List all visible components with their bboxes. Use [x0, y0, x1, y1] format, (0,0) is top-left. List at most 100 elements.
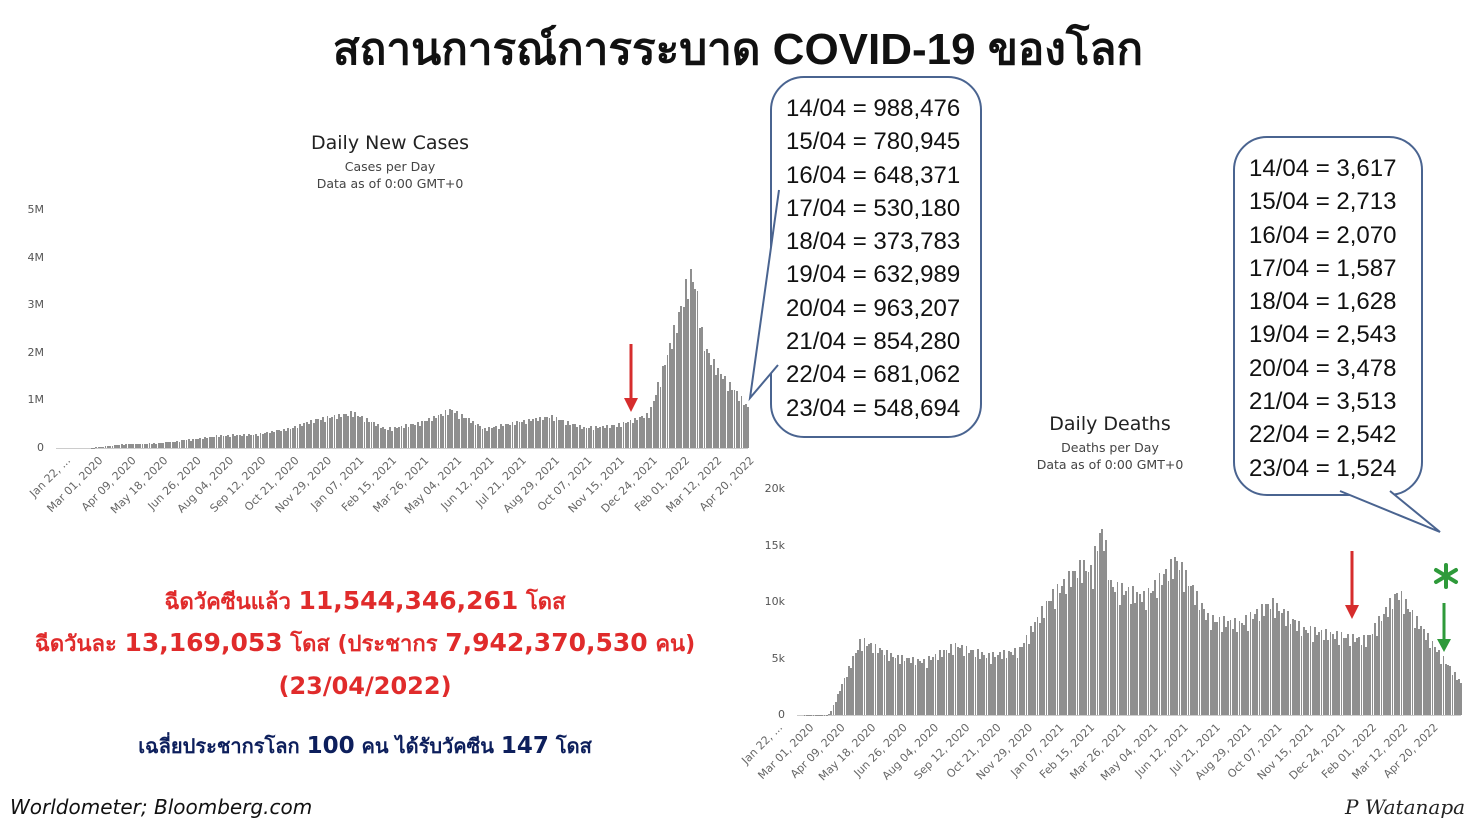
- bar: [890, 652, 893, 715]
- bar: [691, 282, 694, 448]
- bar: [1287, 611, 1290, 715]
- bar: [1380, 621, 1383, 715]
- bar: [1012, 655, 1015, 715]
- vaccine-daily-label: ฉีดวันละ: [34, 632, 125, 657]
- bar: [1305, 630, 1307, 715]
- bar: [1327, 639, 1330, 715]
- bar: [1056, 584, 1059, 715]
- bar: [352, 416, 354, 448]
- bar: [703, 351, 706, 448]
- bar: [1396, 592, 1398, 715]
- bar: [1038, 622, 1041, 715]
- bar: [1418, 629, 1421, 715]
- bar: [936, 660, 939, 715]
- bar: [407, 426, 410, 448]
- bar: [1047, 601, 1050, 715]
- bar: [650, 407, 653, 448]
- bar: [1067, 571, 1070, 715]
- bar: [284, 431, 287, 448]
- bar: [932, 657, 935, 715]
- bar: [990, 663, 992, 715]
- bar: [1280, 612, 1283, 715]
- bar: [157, 443, 160, 448]
- bar: [1431, 641, 1434, 715]
- bar: [848, 666, 850, 715]
- bar: [583, 427, 586, 448]
- bar: [439, 413, 442, 448]
- doses-unit: โดส: [548, 734, 592, 758]
- bar: [1180, 561, 1183, 715]
- bar: [987, 653, 990, 715]
- bar: [645, 413, 648, 448]
- bar: [301, 425, 304, 448]
- bar: [1371, 633, 1374, 715]
- bar: [870, 642, 873, 715]
- bar: [1458, 679, 1461, 715]
- bar: [892, 657, 895, 715]
- bar: [1196, 591, 1199, 715]
- bar: [673, 324, 676, 448]
- bar: [1376, 636, 1378, 715]
- bar: [113, 445, 116, 448]
- bar: [1003, 649, 1006, 715]
- bar: [317, 419, 320, 448]
- bar: [657, 382, 660, 448]
- bar: [705, 349, 708, 448]
- bar: [222, 435, 225, 448]
- bar: [541, 420, 544, 448]
- callout-row: 14/04 = 3,617: [1249, 155, 1397, 182]
- callout-row: 21/04 = 3,513: [1249, 388, 1397, 416]
- bar: [1351, 633, 1354, 715]
- bar: [1169, 559, 1172, 715]
- bar: [624, 422, 627, 448]
- bar: [488, 427, 491, 448]
- bar: [523, 419, 526, 448]
- bar: [310, 420, 313, 448]
- bar: [1005, 657, 1008, 715]
- bar: [1103, 551, 1106, 715]
- bar: [852, 656, 855, 715]
- bar: [1409, 612, 1412, 715]
- bar: [719, 373, 722, 448]
- bar: [215, 435, 218, 448]
- callout-row: 18/04 = 1,628: [1249, 288, 1397, 316]
- bar: [717, 367, 720, 448]
- bar: [963, 655, 966, 715]
- bar: [896, 654, 899, 715]
- bar: [1333, 638, 1336, 715]
- bar: [1242, 624, 1245, 715]
- bar: [1112, 586, 1114, 715]
- bar: [291, 427, 294, 448]
- bar: [1081, 582, 1083, 715]
- deaths-callout-bubble: 14/04 = 3,617 15/04 = 2,713 16/04 = 2,070 1…: [1233, 136, 1423, 496]
- bar: [1063, 579, 1066, 715]
- bar: [294, 425, 297, 448]
- bar: [1085, 570, 1088, 715]
- bar: [1187, 586, 1190, 715]
- bar: [592, 429, 595, 448]
- cases-chart-subtitle: Cases per Day: [344, 159, 436, 174]
- bar: [169, 441, 172, 448]
- bar: [463, 417, 465, 448]
- bar: [141, 443, 144, 448]
- bar: [1010, 651, 1012, 715]
- bar: [266, 431, 269, 448]
- bar: [1427, 633, 1429, 715]
- bar: [631, 423, 634, 448]
- bar: [1072, 571, 1074, 715]
- bar: [1145, 609, 1148, 715]
- bar: [617, 423, 620, 448]
- bar: [155, 443, 158, 448]
- bar: [315, 419, 317, 448]
- bar: [550, 415, 553, 448]
- population-unit: คน): [647, 632, 696, 657]
- bar: [164, 442, 167, 448]
- bar: [111, 445, 114, 448]
- bar: [939, 650, 941, 715]
- bar: [580, 429, 583, 448]
- bar: [363, 421, 366, 448]
- bar: [1455, 679, 1458, 715]
- bar: [321, 416, 324, 448]
- bar: [490, 428, 493, 448]
- bar: [927, 656, 930, 715]
